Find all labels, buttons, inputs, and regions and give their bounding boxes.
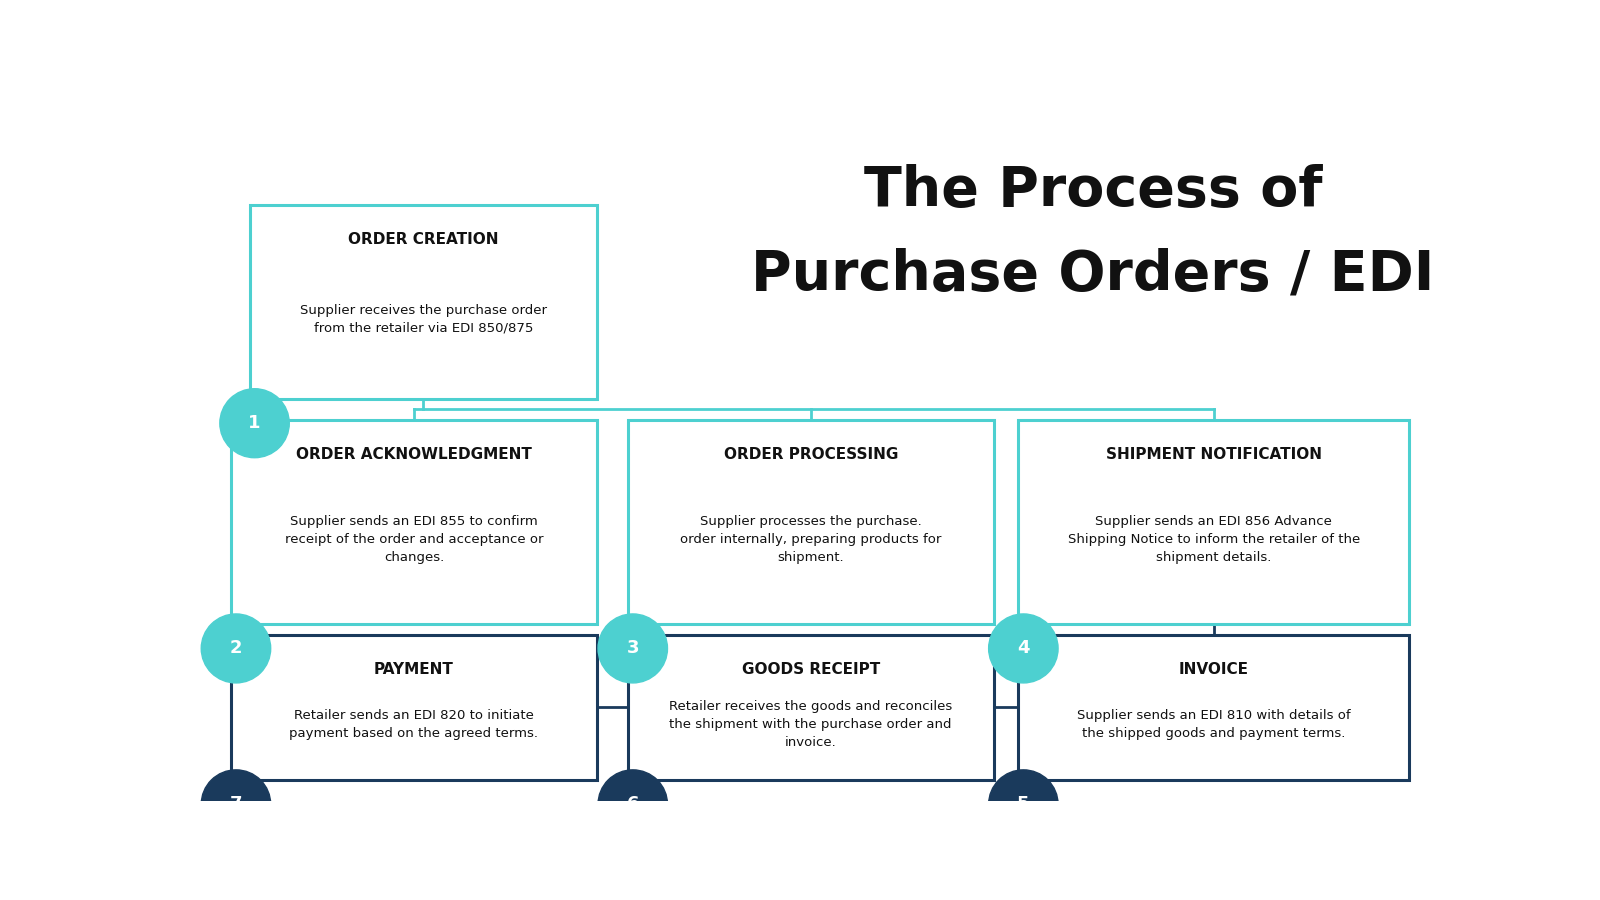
- Ellipse shape: [202, 770, 270, 839]
- Text: 2: 2: [230, 639, 242, 657]
- Text: PAYMENT: PAYMENT: [374, 662, 454, 677]
- Text: GOODS RECEIPT: GOODS RECEIPT: [741, 662, 880, 677]
- FancyBboxPatch shape: [230, 634, 597, 780]
- Text: Retailer receives the goods and reconciles
the shipment with the purchase order : Retailer receives the goods and reconcil…: [669, 700, 952, 750]
- Text: 1: 1: [248, 414, 261, 432]
- FancyBboxPatch shape: [230, 419, 597, 625]
- Ellipse shape: [989, 614, 1058, 683]
- FancyBboxPatch shape: [1019, 419, 1410, 625]
- Text: Supplier sends an EDI 856 Advance
Shipping Notice to inform the retailer of the
: Supplier sends an EDI 856 Advance Shippi…: [1067, 515, 1360, 564]
- Ellipse shape: [202, 614, 270, 683]
- FancyBboxPatch shape: [627, 419, 994, 625]
- Text: Retailer sends an EDI 820 to initiate
payment based on the agreed terms.: Retailer sends an EDI 820 to initiate pa…: [290, 709, 538, 741]
- Text: 5: 5: [1018, 796, 1030, 814]
- Ellipse shape: [219, 389, 290, 458]
- Text: ORDER PROCESSING: ORDER PROCESSING: [723, 447, 898, 462]
- Text: Purchase Orders / EDI: Purchase Orders / EDI: [750, 248, 1435, 302]
- Text: Supplier sends an EDI 855 to confirm
receipt of the order and acceptance or
chan: Supplier sends an EDI 855 to confirm rec…: [285, 515, 542, 564]
- FancyBboxPatch shape: [627, 634, 994, 780]
- FancyBboxPatch shape: [1019, 634, 1410, 780]
- Text: ORDER CREATION: ORDER CREATION: [347, 232, 499, 248]
- FancyBboxPatch shape: [250, 205, 597, 399]
- Ellipse shape: [598, 614, 667, 683]
- Text: 4: 4: [1018, 639, 1030, 657]
- Text: 6: 6: [627, 796, 638, 814]
- Text: INVOICE: INVOICE: [1179, 662, 1248, 677]
- Ellipse shape: [989, 770, 1058, 839]
- Text: 3: 3: [627, 639, 638, 657]
- Ellipse shape: [598, 770, 667, 839]
- Text: 7: 7: [230, 796, 242, 814]
- Text: The Process of: The Process of: [864, 164, 1322, 218]
- Text: ORDER ACKNOWLEDGMENT: ORDER ACKNOWLEDGMENT: [296, 447, 531, 462]
- Text: SHIPMENT NOTIFICATION: SHIPMENT NOTIFICATION: [1106, 447, 1322, 462]
- Text: Supplier processes the purchase.
order internally, preparing products for
shipme: Supplier processes the purchase. order i…: [680, 515, 941, 564]
- Text: Supplier receives the purchase order
from the retailer via EDI 850/875: Supplier receives the purchase order fro…: [299, 304, 547, 335]
- Text: Supplier sends an EDI 810 with details of
the shipped goods and payment terms.: Supplier sends an EDI 810 with details o…: [1077, 709, 1350, 741]
